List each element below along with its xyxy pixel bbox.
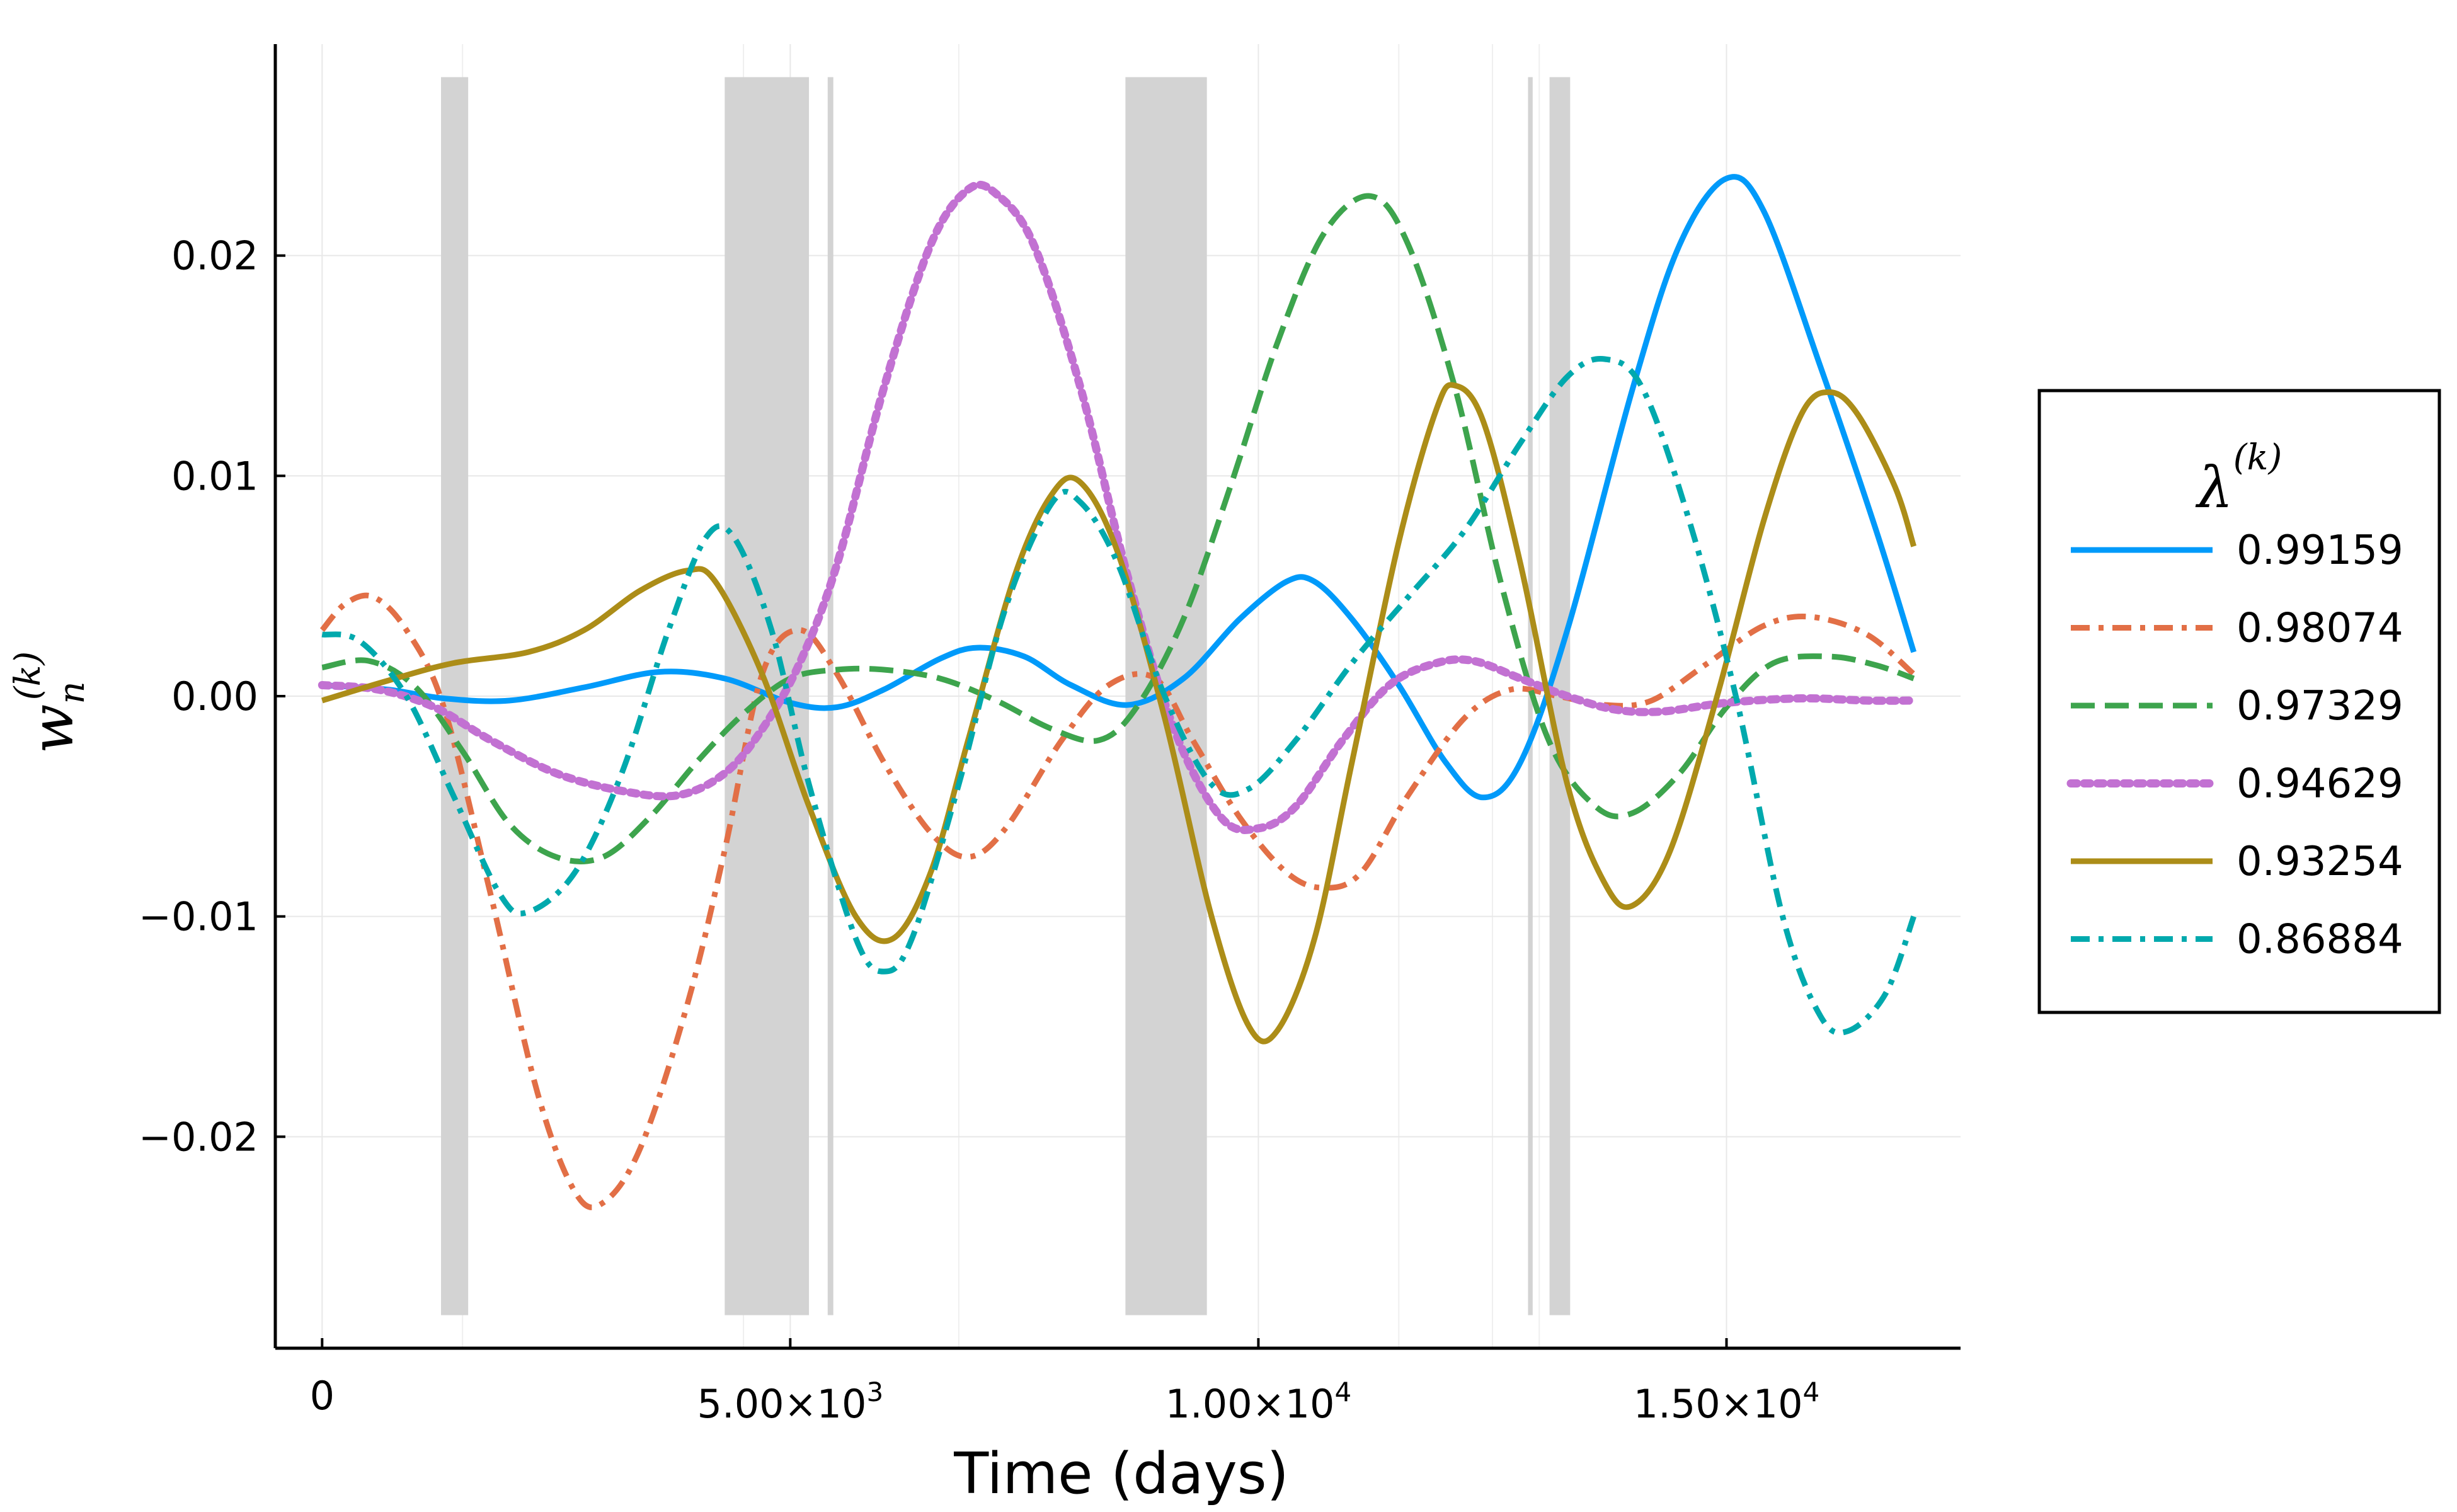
- x-tick-label-1: 5.00×103: [697, 1377, 884, 1427]
- legend-title-base: λ: [2196, 455, 2233, 521]
- y-axis-title-text: wn(k): [8, 651, 93, 753]
- x-tick-label-0: 0: [310, 1373, 335, 1419]
- x-axis-title: Time (days): [953, 1441, 1289, 1507]
- y-tick-label-0: 0.02: [171, 233, 258, 279]
- legend-label-5: 0.86884: [2236, 917, 2403, 963]
- axes: [273, 44, 1961, 1350]
- y-axis-title-sub: n: [52, 681, 93, 704]
- legend-label-0: 0.99159: [2236, 527, 2403, 574]
- x-tick-mantissa-2: 1.00×10: [1166, 1381, 1335, 1427]
- legend-label-3: 0.94629: [2236, 761, 2403, 808]
- y-tick-label-2: 0.00: [171, 673, 258, 719]
- shaded-region-2: [827, 77, 833, 1315]
- series-line-4: [321, 382, 1916, 1045]
- y-tick-label-4: −0.02: [139, 1114, 258, 1160]
- x-tick-exponent-2: 4: [1334, 1377, 1351, 1407]
- x-tick-label-3: 1.50×104: [1634, 1377, 1820, 1427]
- series-line-3: [318, 180, 1918, 834]
- x-tick-label-2: 1.00×104: [1166, 1377, 1352, 1427]
- y-axis-title-base: w: [19, 704, 86, 753]
- x-tick-exponent-3: 4: [1803, 1377, 1820, 1407]
- legend: λ(k) 0.99159 0.98074 0.97329 0.94629 0.93254…: [2037, 389, 2441, 1014]
- y-axis-title: wn(k): [8, 651, 93, 753]
- legend-label-4: 0.93254: [2236, 839, 2403, 885]
- series-line-2: [321, 193, 1915, 864]
- tick-labels: 0 5.00×103 1.00×104 1.50×1040.020.010.00−0.…: [139, 233, 1819, 1427]
- legend-label-2: 0.97329: [2236, 683, 2403, 730]
- y-tick-label-3: −0.01: [139, 894, 258, 940]
- legend-title: λ(k): [2196, 437, 2282, 521]
- legend-items: 0.99159 0.98074 0.97329 0.94629 0.93254 0.868…: [2066, 527, 2403, 963]
- legend-box: [2037, 389, 2441, 1014]
- x-tick-mantissa-3: 1.50×10: [1634, 1381, 1803, 1427]
- y-tick-label-1: 0.01: [171, 453, 258, 499]
- x-tick-exponent-1: 3: [866, 1377, 883, 1407]
- series-lines: [318, 174, 1918, 1210]
- series-line-0: [321, 174, 1917, 801]
- y-axis-title-sup: (k): [8, 651, 49, 701]
- shaded-regions: [441, 77, 1571, 1315]
- legend-title-sup: (k): [2233, 437, 2282, 478]
- series-line-5: [321, 355, 1916, 1036]
- x-tick-mantissa-1: 5.00×10: [697, 1381, 867, 1427]
- gridlines: [275, 44, 1961, 1348]
- legend-label-1: 0.98074: [2236, 605, 2403, 652]
